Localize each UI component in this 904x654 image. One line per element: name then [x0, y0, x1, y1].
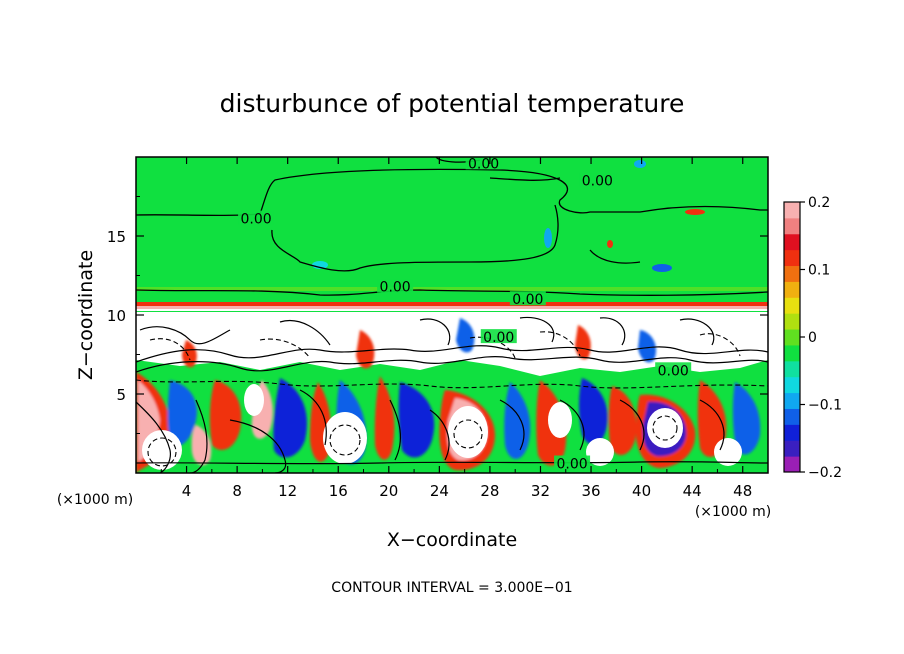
x-tick-label: 4: [182, 482, 192, 500]
y-tick-label: 5: [116, 386, 126, 404]
warm-strip: [136, 302, 768, 306]
contour-label: 0.00: [380, 280, 411, 296]
contour-label-bg: [465, 157, 502, 170]
colorbar-swatch: [784, 329, 800, 346]
colorbar-swatch: [784, 424, 800, 441]
y-tick-label: 15: [107, 228, 126, 246]
x-tick-label: 12: [278, 482, 297, 500]
colorbar-swatch: [784, 313, 800, 330]
x-axis: 4 8 12 16 20 24 28 32 36 40 44 48: [160, 157, 752, 500]
colorbar-swatch: [784, 233, 800, 251]
colorbar-swatch: [784, 217, 800, 235]
colorbar-swatch: [784, 202, 800, 219]
x-tick-label: 48: [733, 482, 752, 500]
x-tick-label: 24: [430, 482, 449, 500]
colorbar-swatch: [784, 297, 800, 314]
colorbar-swatch: [784, 392, 800, 409]
colorbar-ticks: 0.2 0.1 0 −0.1 −0.2: [800, 195, 842, 481]
x-tick-label: 40: [632, 482, 651, 500]
colorbar-tick-label: −0.2: [808, 465, 842, 481]
colorbar-swatch: [784, 360, 800, 378]
contour-label: 0.00: [483, 330, 514, 346]
contour-label: 0.00: [240, 212, 271, 228]
contour-interval-note: CONTOUR INTERVAL = 3.000E−01: [331, 580, 572, 596]
y-tick-label: 10: [107, 307, 126, 325]
contour-label-bg: [480, 329, 517, 344]
colorbar-tick-label: 0.1: [808, 263, 830, 279]
contour-label: 0.00: [556, 457, 587, 473]
colorbar-tick-label: 0: [808, 330, 817, 346]
y-axis: 5 10 15: [107, 196, 768, 434]
colorbar-swatch: [784, 376, 800, 394]
colorbar-swatch: [784, 344, 800, 362]
colorbar-swatch: [784, 440, 800, 457]
x-tick-label: 28: [480, 482, 499, 500]
upper-layer: [136, 157, 768, 307]
x-tick-label: 32: [531, 482, 550, 500]
colorbar-tick-label: 0.2: [808, 195, 830, 211]
x-axis-label: X−coordinate: [387, 529, 517, 551]
chart-title: disturbunce of potential temperature: [220, 89, 685, 118]
contour-label-bg: [554, 455, 591, 470]
contour-label-bg: [509, 291, 546, 306]
x-unit-left: (×1000 m): [57, 492, 133, 508]
x-tick-label: 20: [379, 482, 398, 500]
colorbar-swatch: [784, 265, 800, 282]
contour-label: 0.00: [658, 363, 689, 379]
x-tick-label: 36: [581, 482, 600, 500]
contour-label-bg: [655, 362, 692, 377]
colorbar-tick-label: −0.1: [808, 398, 842, 414]
colorbar: [784, 202, 800, 473]
colorbar-swatch: [784, 249, 800, 267]
white-layer: [136, 312, 768, 376]
x-tick-label: 8: [232, 482, 242, 500]
heatmap-field: 0.00 0.00 0.00 0.00 0.00 0.00 0.00 0.00: [136, 156, 768, 473]
contour-label-group: 0.00 0.00 0.00 0.00 0.00 0.00 0.00 0.00: [238, 156, 692, 473]
colorbar-swatch: [784, 408, 800, 425]
x-tick-label: 44: [683, 482, 702, 500]
y-axis-label: Z−coordinate: [75, 250, 97, 380]
contour-label-bg: [579, 172, 616, 187]
contour-label: 0.00: [468, 156, 499, 172]
contour-label-bg: [238, 210, 275, 225]
colorbar-swatch: [784, 456, 800, 473]
x-unit-right: (×1000 m): [695, 504, 771, 520]
x-tick-label: 16: [329, 482, 348, 500]
contour-label: 0.00: [582, 174, 613, 190]
contour-label-bg: [377, 278, 414, 293]
contour-label: 0.00: [512, 292, 543, 308]
colorbar-swatch: [784, 281, 800, 298]
